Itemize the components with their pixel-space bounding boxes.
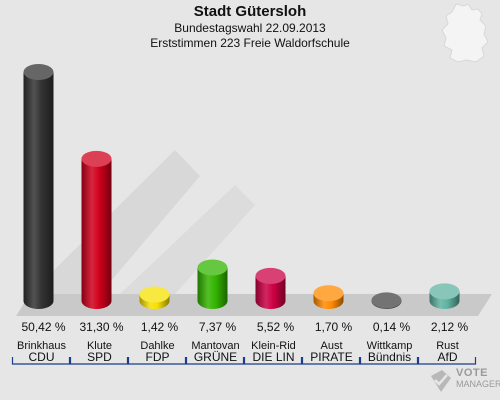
candidate-label: Rust <box>436 340 459 352</box>
vote-manager-logo-icon <box>431 370 451 392</box>
party-underline <box>11 357 71 365</box>
bar-cdu <box>23 72 54 309</box>
value-label: 2,12 % <box>431 320 469 334</box>
candidate-label: Mantovan <box>191 340 239 352</box>
party-underline <box>301 357 361 365</box>
value-label: 7,37 % <box>199 320 237 334</box>
candidate-label: Brinkhaus <box>17 340 66 352</box>
chart-floor-shadow-decor-1 <box>30 150 200 294</box>
value-label: 1,70 % <box>315 320 353 334</box>
value-label: 31,30 % <box>79 320 123 334</box>
bar-gr-ne <box>197 267 228 309</box>
party-label: CDU <box>29 350 55 364</box>
party-underline <box>243 357 303 365</box>
party-underline <box>127 357 187 365</box>
bar-top-cap <box>371 292 402 309</box>
party-underline <box>359 357 419 365</box>
vote-manager-watermark: VOTE MANAGER <box>428 366 500 398</box>
germany-map-icon <box>441 3 489 63</box>
bar-top-cap <box>429 283 460 300</box>
chart-header: Stadt Gütersloh Bundestagswahl 22.09.201… <box>0 2 500 51</box>
candidate-label: Dahlke <box>140 340 174 352</box>
bar-die-lin <box>255 275 286 309</box>
party-label: DIE LIN <box>252 350 294 364</box>
party-underline <box>69 357 129 365</box>
party-label: PIRATE <box>310 350 352 364</box>
bar-top-cap <box>313 285 344 302</box>
value-label: 50,42 % <box>21 320 65 334</box>
party-label: SPD <box>87 350 112 364</box>
value-label: 5,52 % <box>257 320 295 334</box>
chart-floor-shadow-decor-2 <box>120 185 255 294</box>
candidate-label: Klute <box>87 340 112 352</box>
bar-top-cap <box>139 286 170 303</box>
bar-top-cap <box>81 150 112 167</box>
value-label: 0,14 % <box>373 320 411 334</box>
chart-title: Stadt Gütersloh <box>193 3 307 20</box>
party-label: GRÜNE <box>194 350 237 364</box>
bar-top-cap <box>197 259 228 276</box>
party-underline <box>417 357 477 365</box>
party-label: AfD <box>437 350 457 364</box>
candidate-label: Klein-Rid <box>251 340 296 352</box>
candidate-label: Aust <box>320 340 342 352</box>
bar-spd <box>81 158 112 309</box>
chart-subtitle-date: Bundestagswahl 22.09.2013 <box>174 21 326 35</box>
candidate-label: Wittkamp <box>367 340 413 352</box>
value-label: 1,42 % <box>141 320 179 334</box>
bar-top-cap <box>255 267 286 284</box>
chart-subtitle-district: Erststimmen 223 Freie Waldorfschule <box>150 36 350 50</box>
party-underline <box>185 357 245 365</box>
bar-top-cap <box>23 64 54 80</box>
watermark-line2: MANAGER <box>456 379 500 389</box>
party-label: FDP <box>146 350 170 364</box>
party-label: Bündnis <box>368 350 411 364</box>
watermark-line1: VOTE <box>456 367 488 379</box>
